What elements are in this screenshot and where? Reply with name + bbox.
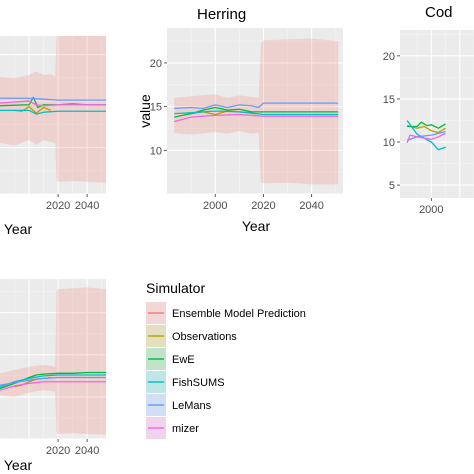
facet-panel-1: 2020 2040 Year xyxy=(0,36,106,237)
legend-entry-ensemble-model-prediction: Ensemble Model Prediction xyxy=(146,302,306,324)
ensemble-band xyxy=(0,287,106,435)
legend-label: EwE xyxy=(172,354,195,366)
y-tick-label: 15 xyxy=(383,94,395,106)
x-tick-label: 2020 xyxy=(46,200,70,212)
y-tick-label: 20 xyxy=(150,58,162,70)
x-tick-label: 2040 xyxy=(75,445,99,457)
legend-entry-fishsums: FishSUMS xyxy=(146,371,225,393)
x-tick-label: 2040 xyxy=(299,200,323,212)
series-line-mizer xyxy=(406,132,446,144)
facet-panels: 2020 2040 Year Herring 2000 2020 2040 10 15 20 Yea… xyxy=(0,4,474,473)
legend-label: mizer xyxy=(172,423,199,435)
series-line-observations xyxy=(406,125,446,134)
legend-label: Observations xyxy=(172,331,237,343)
legend-title: Simulator xyxy=(146,280,205,296)
x-tick-label: 2000 xyxy=(203,200,227,212)
y-tick-label: 20 xyxy=(383,51,395,63)
y-tick-label: 10 xyxy=(383,137,395,149)
x-tick-label: 2020 xyxy=(251,200,275,212)
x-tick-label: 2000 xyxy=(419,204,443,216)
y-tick-label: 5 xyxy=(389,180,395,192)
series-line-lemans xyxy=(406,131,446,141)
series-line-ewe xyxy=(407,121,446,129)
legend-entry-ewe: EwE xyxy=(146,348,195,370)
panel-title: Cod xyxy=(425,4,453,21)
series-line-fishsums xyxy=(0,374,106,388)
legend-entry-mizer: mizer xyxy=(146,417,199,439)
panel-background xyxy=(400,30,474,198)
series-line-mizer xyxy=(0,100,106,107)
panel-background xyxy=(0,279,106,439)
series-line-mizer xyxy=(174,113,339,123)
x-axis-title: Year xyxy=(242,218,271,234)
legend-label: Ensemble Model Prediction xyxy=(172,308,306,320)
legend-label: LeMans xyxy=(172,400,212,412)
legend-label: FishSUMS xyxy=(172,377,225,389)
ensemble-band xyxy=(0,36,106,183)
legend-entry-lemans: LeMans xyxy=(146,394,212,416)
series-line-observations xyxy=(14,105,52,114)
x-tick-label: 2040 xyxy=(75,200,99,212)
facet-panel-4: 2020 2040 Year xyxy=(0,279,106,473)
legend: Simulator Ensemble Model Prediction Obser… xyxy=(146,280,306,439)
series-line-fishsums xyxy=(0,109,106,115)
series-line-ewe xyxy=(174,106,339,118)
x-axis-title: Year xyxy=(4,221,33,237)
series-line-fishsums xyxy=(174,110,339,116)
x-tick-label: 2020 xyxy=(46,445,70,457)
panel-title: Herring xyxy=(197,6,246,23)
series-line-lemans xyxy=(174,102,339,110)
y-tick-label: 15 xyxy=(150,102,162,114)
facet-panel-3: Cod 2000 5 10 15 20 xyxy=(383,4,474,216)
y-axis-title: value xyxy=(137,94,153,128)
series-line-mizer xyxy=(0,381,106,391)
panel-background xyxy=(0,36,106,194)
facet-panel-2: Herring 2000 2020 2040 10 15 20 Year value xyxy=(137,6,343,234)
panel-background xyxy=(167,28,343,194)
legend-entries: Ensemble Model Prediction Observations EwE… xyxy=(146,302,306,439)
legend-entry-observations: Observations xyxy=(146,325,237,347)
series-line-lemans xyxy=(0,376,106,386)
y-tick-label: 10 xyxy=(150,145,162,157)
series-line-fishsums xyxy=(406,120,446,151)
x-axis-title: Year xyxy=(4,457,33,473)
series-line-lemans xyxy=(0,97,106,101)
